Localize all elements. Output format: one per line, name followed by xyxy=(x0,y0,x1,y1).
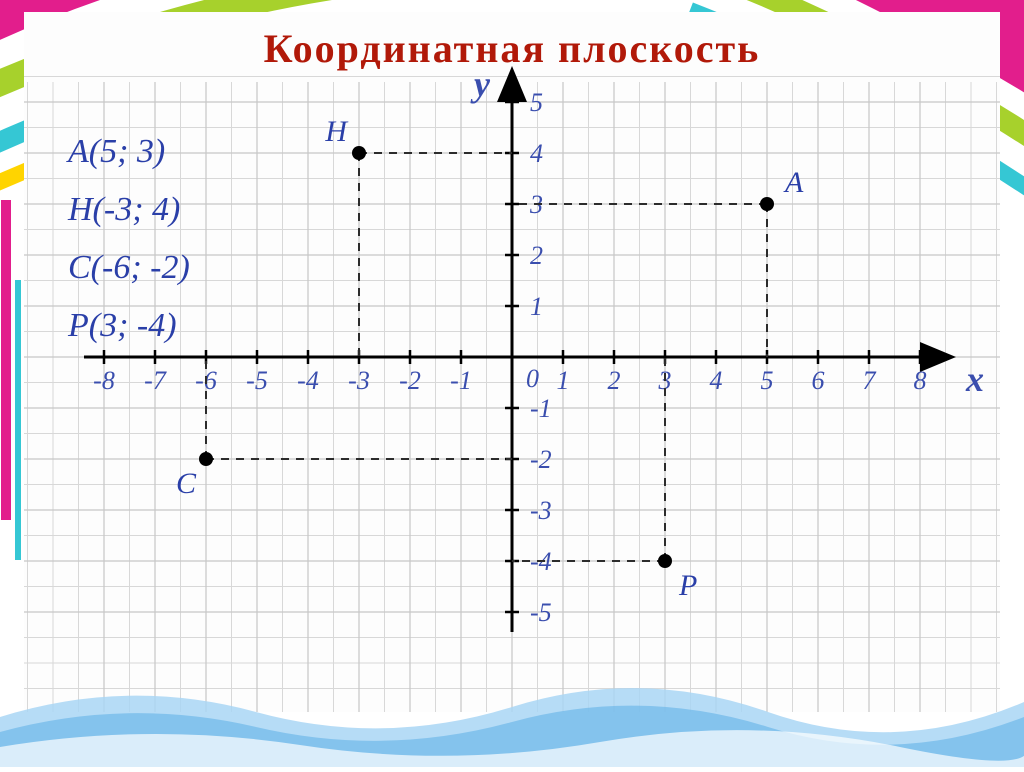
coord-text-H: H(-3; 4) xyxy=(67,191,180,228)
svg-text:-8: -8 xyxy=(93,366,115,395)
svg-text:1: 1 xyxy=(530,292,543,321)
svg-text:-7: -7 xyxy=(144,366,167,395)
svg-text:5: 5 xyxy=(761,366,774,395)
svg-text:y: y xyxy=(470,64,491,104)
svg-text:-2: -2 xyxy=(530,445,552,474)
point-label-P: P xyxy=(678,569,697,602)
axes: -8-7-6-5-4-3-2-112345678-5-4-3-2-1123450… xyxy=(84,64,984,632)
coordinate-list: A(5; 3) H(-3; 4) C(-6; -2) P(3; -4) xyxy=(66,133,190,344)
svg-text:0: 0 xyxy=(526,364,539,393)
svg-text:8: 8 xyxy=(914,366,927,395)
svg-text:x: x xyxy=(965,359,984,399)
point-H xyxy=(352,146,366,160)
chart-title: Координатная плоскость xyxy=(264,26,761,71)
svg-text:-1: -1 xyxy=(450,366,472,395)
svg-text:4: 4 xyxy=(710,366,723,395)
svg-text:-2: -2 xyxy=(399,366,421,395)
svg-text:-5: -5 xyxy=(530,598,552,627)
svg-text:5: 5 xyxy=(530,88,543,117)
svg-text:2: 2 xyxy=(608,366,621,395)
svg-text:6: 6 xyxy=(812,366,825,395)
point-label-C: C xyxy=(176,467,197,500)
svg-text:4: 4 xyxy=(530,139,543,168)
svg-text:-3: -3 xyxy=(348,366,370,395)
point-A xyxy=(760,197,774,211)
point-C xyxy=(199,452,213,466)
point-label-A: A xyxy=(783,166,804,199)
svg-text:-1: -1 xyxy=(530,394,552,423)
svg-text:-4: -4 xyxy=(297,366,319,395)
coord-text-P: P(3; -4) xyxy=(67,307,177,344)
point-P xyxy=(658,554,672,568)
point-label-H: H xyxy=(324,115,349,148)
svg-text:-5: -5 xyxy=(246,366,268,395)
svg-text:-3: -3 xyxy=(530,496,552,525)
svg-text:2: 2 xyxy=(530,241,543,270)
svg-text:7: 7 xyxy=(863,366,877,395)
coord-text-C: C(-6; -2) xyxy=(68,249,190,286)
svg-text:1: 1 xyxy=(557,366,570,395)
coordinate-plane-chart: Координатная плоскость-8-7-6-5-4-3-2-112… xyxy=(24,12,1000,712)
coord-text-A: A(5; 3) xyxy=(66,133,165,170)
